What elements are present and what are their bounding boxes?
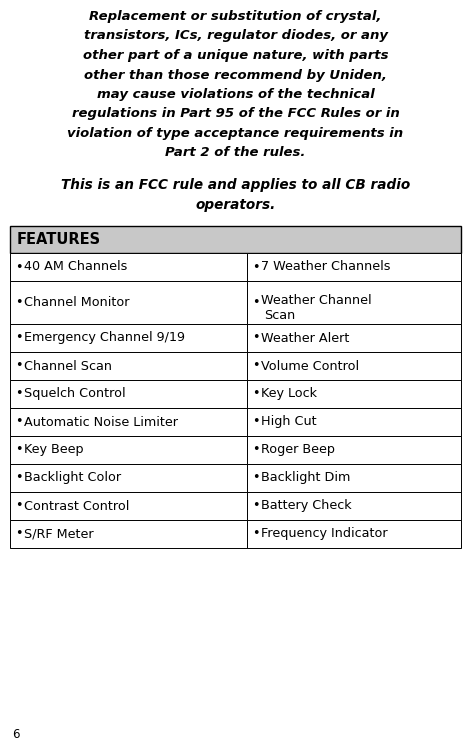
Bar <box>247 281 461 324</box>
Text: Channel Scan: Channel Scan <box>24 359 112 372</box>
Bar <box>10 380 247 408</box>
Bar <box>10 324 247 352</box>
Text: •: • <box>252 359 259 372</box>
Text: •: • <box>15 528 23 540</box>
Text: •: • <box>15 500 23 513</box>
Text: •: • <box>15 415 23 429</box>
Text: •: • <box>15 471 23 485</box>
Text: Volume Control: Volume Control <box>261 359 359 372</box>
Text: •: • <box>252 387 259 401</box>
Text: transistors, ICs, regulator diodes, or any: transistors, ICs, regulator diodes, or a… <box>83 30 388 43</box>
Text: operators.: operators. <box>195 198 276 212</box>
Text: Battery Check: Battery Check <box>261 500 351 513</box>
Text: may cause violations of the technical: may cause violations of the technical <box>97 88 374 101</box>
Text: FEATURES: FEATURES <box>17 232 101 247</box>
Text: •: • <box>252 443 259 457</box>
Text: Squelch Control: Squelch Control <box>24 387 126 401</box>
Text: •: • <box>252 471 259 485</box>
Bar <box>247 520 461 548</box>
Bar <box>10 520 247 548</box>
Text: •: • <box>252 261 259 273</box>
Text: •: • <box>252 500 259 513</box>
Text: •: • <box>15 443 23 457</box>
Text: •: • <box>15 332 23 344</box>
Text: S/RF Meter: S/RF Meter <box>24 528 94 540</box>
Bar <box>247 253 461 281</box>
Text: •: • <box>15 261 23 273</box>
Text: Weather Channel: Weather Channel <box>261 293 372 307</box>
Text: 40 AM Channels: 40 AM Channels <box>24 261 127 273</box>
Text: •: • <box>252 528 259 540</box>
Text: Channel Monitor: Channel Monitor <box>24 296 130 309</box>
Text: •: • <box>252 332 259 344</box>
Bar <box>247 464 461 492</box>
Text: •: • <box>15 296 23 309</box>
Text: violation of type acceptance requirements in: violation of type acceptance requirement… <box>67 127 404 140</box>
Text: •: • <box>252 415 259 429</box>
Text: Weather Alert: Weather Alert <box>261 332 349 344</box>
Bar <box>247 408 461 436</box>
Bar <box>247 380 461 408</box>
Text: Automatic Noise Limiter: Automatic Noise Limiter <box>24 415 178 429</box>
Text: Key Lock: Key Lock <box>261 387 317 401</box>
Bar <box>10 352 247 380</box>
Bar <box>10 253 247 281</box>
Text: Replacement or substitution of crystal,: Replacement or substitution of crystal, <box>89 10 382 23</box>
Text: other than those recommend by Uniden,: other than those recommend by Uniden, <box>84 69 387 81</box>
Bar <box>10 281 247 324</box>
Bar <box>10 436 247 464</box>
Text: Roger Beep: Roger Beep <box>261 443 335 457</box>
Text: Backlight Color: Backlight Color <box>24 471 121 485</box>
Text: •: • <box>15 359 23 372</box>
Text: •: • <box>252 296 259 309</box>
Text: 6: 6 <box>12 728 19 739</box>
Text: other part of a unique nature, with parts: other part of a unique nature, with part… <box>83 49 388 62</box>
Text: Backlight Dim: Backlight Dim <box>261 471 350 485</box>
Bar <box>10 492 247 520</box>
Text: High Cut: High Cut <box>261 415 317 429</box>
Text: •: • <box>15 387 23 401</box>
Bar <box>247 492 461 520</box>
Bar <box>247 352 461 380</box>
Text: 7 Weather Channels: 7 Weather Channels <box>261 261 390 273</box>
Text: Key Beep: Key Beep <box>24 443 84 457</box>
Bar <box>10 226 461 253</box>
Bar <box>10 408 247 436</box>
Text: regulations in Part 95 of the FCC Rules or in: regulations in Part 95 of the FCC Rules … <box>72 107 399 120</box>
Text: This is an FCC rule and applies to all CB radio: This is an FCC rule and applies to all C… <box>61 178 410 192</box>
Bar <box>247 324 461 352</box>
Bar <box>10 464 247 492</box>
Text: Contrast Control: Contrast Control <box>24 500 130 513</box>
Text: Frequency Indicator: Frequency Indicator <box>261 528 388 540</box>
Text: Emergency Channel 9/19: Emergency Channel 9/19 <box>24 332 185 344</box>
Text: Scan: Scan <box>264 309 295 322</box>
Text: Part 2 of the rules.: Part 2 of the rules. <box>165 146 306 160</box>
Bar <box>247 436 461 464</box>
